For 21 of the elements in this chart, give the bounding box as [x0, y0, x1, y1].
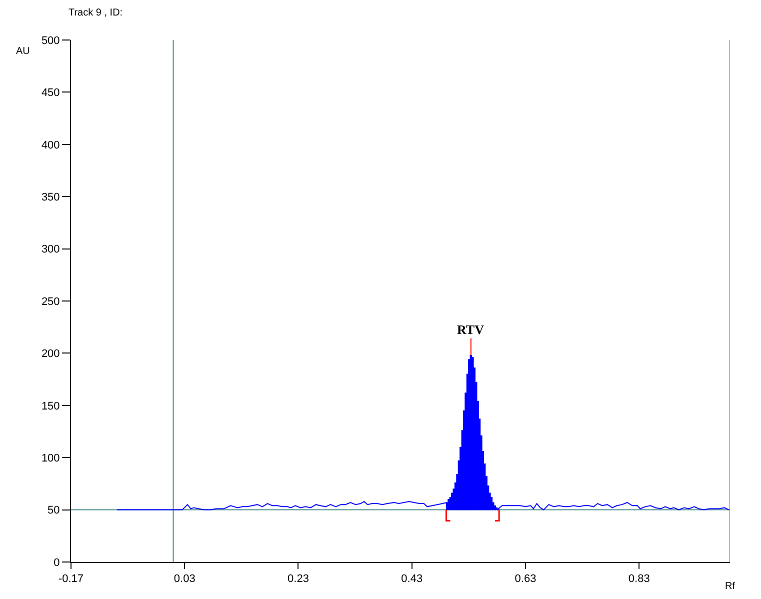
y-tick-label: 0	[54, 556, 60, 569]
x-tick-label: 0.23	[288, 573, 309, 586]
x-tick-label: 0.03	[174, 573, 196, 586]
y-tick-label: 150	[41, 400, 60, 412]
x-axis-title: Rf	[725, 581, 736, 592]
y-tick-label: 300	[41, 244, 60, 256]
y-tick-label: 250	[41, 296, 60, 308]
annotation: RTV	[457, 322, 485, 337]
y-tick-label: 350	[41, 191, 60, 204]
y-tick-label: 200	[41, 348, 60, 360]
x-tick-label: 0.83	[628, 573, 650, 586]
y-tick-label: 400	[41, 139, 60, 152]
x-tick-label: -0.17	[58, 573, 84, 586]
y-tick-label: 450	[41, 87, 60, 100]
x-tick-label: 0.63	[514, 573, 536, 586]
y-tick-label: 500	[41, 34, 60, 47]
y-tick-label: 50	[48, 504, 60, 517]
y-tick-label: 100	[41, 452, 60, 464]
chart-title: Track 9 , ID:	[68, 8, 123, 18]
y-axis-title: AU	[16, 46, 30, 57]
x-tick-label: 0.43	[401, 573, 423, 586]
